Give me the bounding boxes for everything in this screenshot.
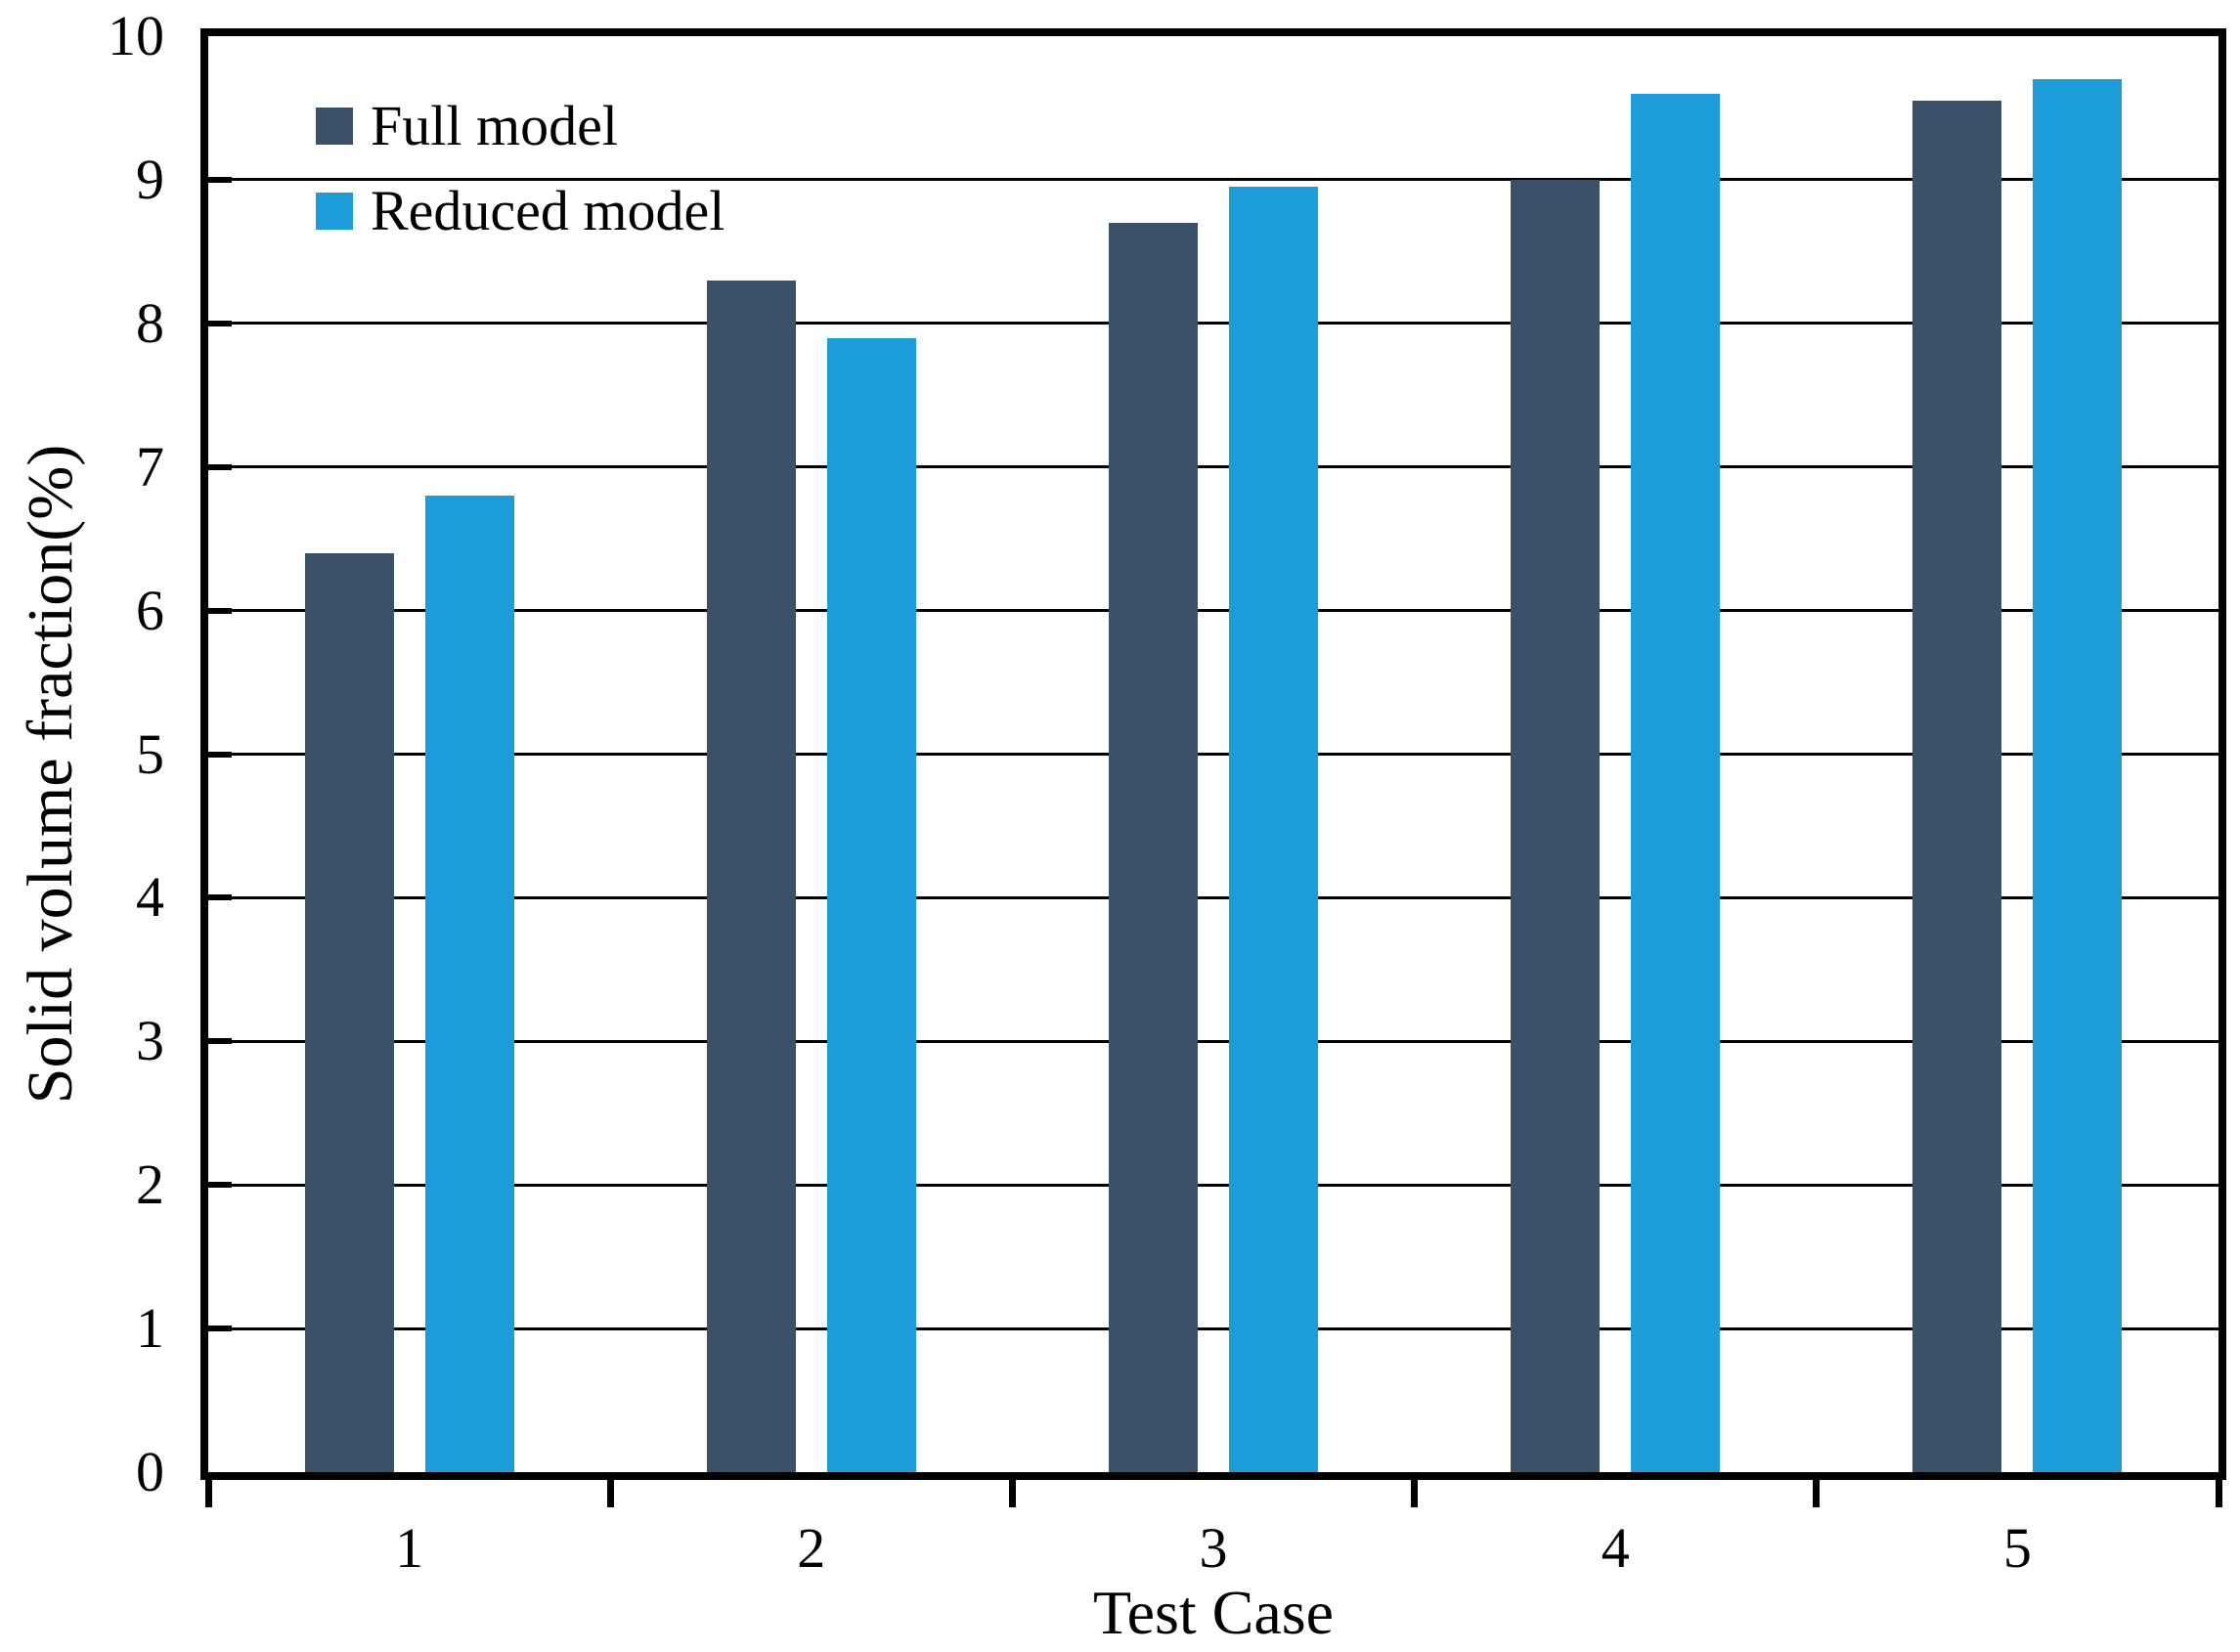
bar-full-model-case-2 [706, 280, 796, 1472]
gridline-7 [208, 465, 2218, 469]
y-tick-5 [208, 751, 232, 758]
y-axis-tick-labels: 0 1 2 3 4 5 6 7 8 9 10 [0, 8, 164, 1500]
x-tick-2 [1008, 1480, 1016, 1507]
legend-label: Reduced model [371, 179, 725, 242]
bar-reduced-model-case-5 [2033, 79, 2123, 1472]
y-tick-3 [208, 1038, 232, 1045]
gridline-2 [208, 1183, 2218, 1187]
plot-area: Full model Reduced model [200, 28, 2226, 1507]
y-tick-label-9: 9 [136, 147, 164, 211]
y-tick-label-8: 8 [136, 290, 164, 355]
x-tick-label-4: 4 [1601, 1516, 1630, 1580]
gridline-8 [208, 322, 2218, 326]
bar-reduced-model-case-4 [1631, 93, 1721, 1472]
y-tick-label-6: 6 [136, 578, 164, 642]
legend-swatch-icon [316, 108, 353, 145]
plot-inner: Full model Reduced model [204, 36, 2222, 1507]
y-tick-1 [208, 1326, 232, 1332]
x-tick-label-1: 1 [395, 1516, 424, 1580]
y-tick-4 [208, 894, 232, 901]
bar-full-model-case-3 [1109, 222, 1198, 1472]
gridline-5 [208, 753, 2218, 756]
bar-full-model-case-4 [1511, 179, 1601, 1472]
legend: Full model Reduced model [316, 97, 725, 267]
y-tick-6 [208, 607, 232, 614]
y-tick-label-2: 2 [136, 1152, 164, 1217]
x-axis-title: Test Case [1092, 1578, 1335, 1647]
bar-reduced-model-case-3 [1229, 187, 1318, 1472]
bar-reduced-model-case-2 [826, 337, 916, 1472]
x-tick-0 [204, 1480, 212, 1507]
gridline-6 [208, 609, 2218, 613]
y-tick-2 [208, 1182, 232, 1189]
gridline-9 [208, 178, 2218, 182]
x-tick-label-3: 3 [1199, 1516, 1228, 1580]
y-tick-9 [208, 176, 232, 183]
y-tick-label-1: 1 [136, 1296, 164, 1361]
bar-reduced-model-case-1 [424, 496, 514, 1472]
bar-full-model-case-1 [304, 552, 394, 1472]
y-tick-label-0: 0 [136, 1440, 164, 1503]
legend-item-full-model: Full model [316, 97, 725, 155]
legend-swatch-icon [316, 193, 353, 230]
x-tick-4 [1813, 1480, 1821, 1507]
x-tick-3 [1411, 1480, 1419, 1507]
x-tick-1 [606, 1480, 614, 1507]
legend-label: Full model [371, 94, 618, 157]
legend-item-reduced-model: Reduced model [316, 182, 725, 240]
y-tick-label-3: 3 [136, 1009, 164, 1073]
x-tick-5 [2215, 1480, 2222, 1507]
y-tick-8 [208, 320, 232, 326]
bar-full-model-case-5 [1912, 101, 2002, 1472]
y-tick-label-5: 5 [136, 721, 164, 786]
x-axis-tick-labels: 1 2 3 4 5 [208, 1513, 2218, 1584]
gridline-4 [208, 895, 2218, 899]
x-tick-label-5: 5 [2002, 1516, 2032, 1580]
y-tick-label-10: 10 [108, 4, 164, 67]
gridline-1 [208, 1326, 2218, 1330]
gridline-3 [208, 1039, 2218, 1043]
y-tick-label-7: 7 [136, 434, 164, 499]
y-tick-7 [208, 463, 232, 470]
y-tick-label-4: 4 [136, 865, 164, 930]
x-tick-label-2: 2 [797, 1516, 826, 1580]
